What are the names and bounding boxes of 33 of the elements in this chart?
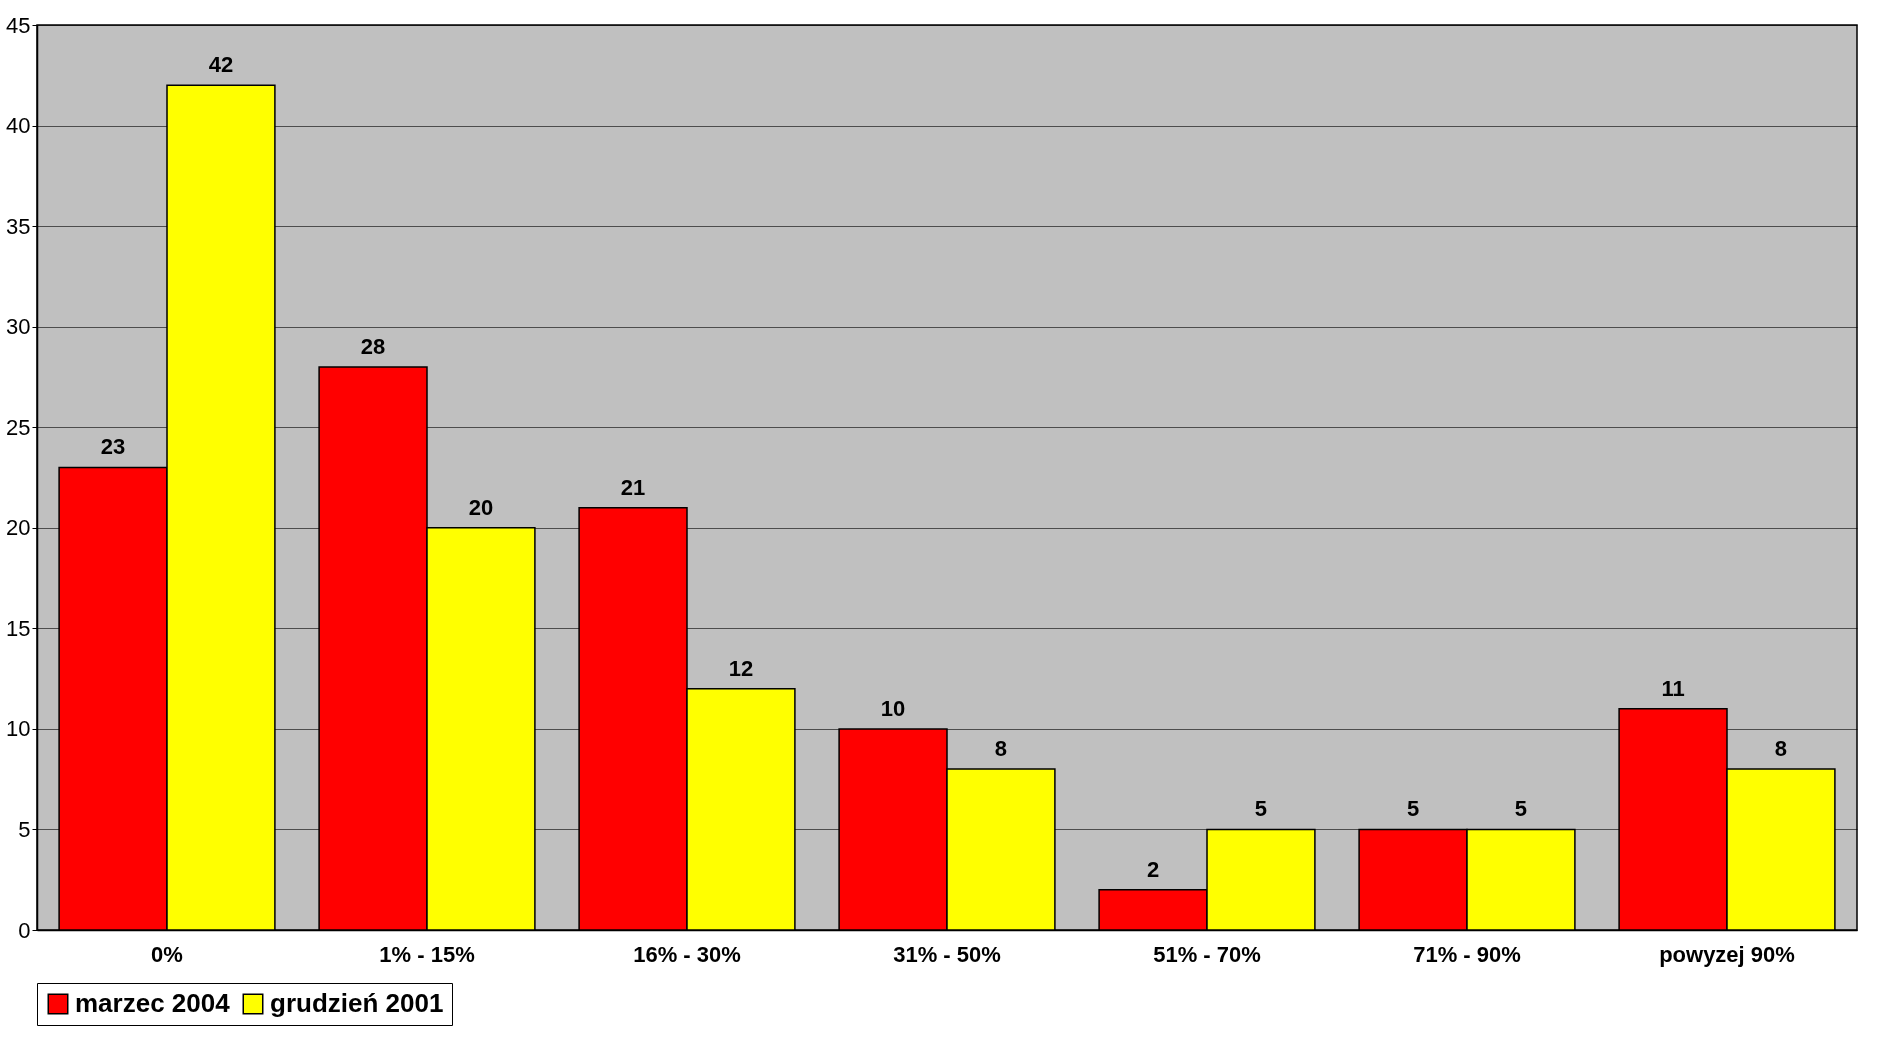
data-label: 5 [1514, 796, 1528, 822]
data-label: 21 [620, 474, 646, 500]
y-tick-label: 30 [6, 314, 31, 340]
data-label: 23 [100, 434, 126, 460]
legend-label: marzec 2004 [75, 988, 231, 1018]
y-tick-label: 20 [6, 515, 31, 541]
x-tick-label: 71% - 90% [1413, 941, 1521, 967]
y-tick-label: 0 [18, 917, 31, 943]
y-tick-label: 25 [6, 414, 31, 440]
data-label: 42 [208, 52, 234, 78]
x-tick-label: powyzej 90% [1659, 941, 1795, 967]
y-tick-label: 45 [6, 12, 31, 38]
y-tick-label: 35 [6, 213, 31, 239]
y-tick-label: 15 [6, 615, 31, 641]
data-label: 20 [468, 494, 494, 520]
x-tick-label: 31% - 50% [893, 941, 1001, 967]
data-label: 28 [360, 333, 386, 359]
data-label: 10 [880, 695, 906, 721]
legend-label: grudzień 2001 [270, 988, 444, 1018]
y-tick-label: 5 [18, 816, 31, 842]
data-label: 2 [1146, 856, 1160, 882]
data-label: 12 [728, 655, 754, 681]
x-tick-label: 16% - 30% [633, 941, 741, 967]
x-tick-label: 1% - 15% [379, 941, 475, 967]
y-tick-label: 40 [6, 113, 31, 139]
data-label: 8 [1774, 736, 1788, 762]
x-tick-label: 0% [151, 941, 183, 967]
data-label: 11 [1661, 675, 1685, 701]
data-label: 8 [994, 736, 1008, 762]
data-label: 5 [1254, 796, 1268, 822]
x-tick-label: 51% - 70% [1153, 941, 1261, 967]
data-label: 5 [1406, 796, 1420, 822]
y-tick-label: 10 [6, 716, 31, 742]
